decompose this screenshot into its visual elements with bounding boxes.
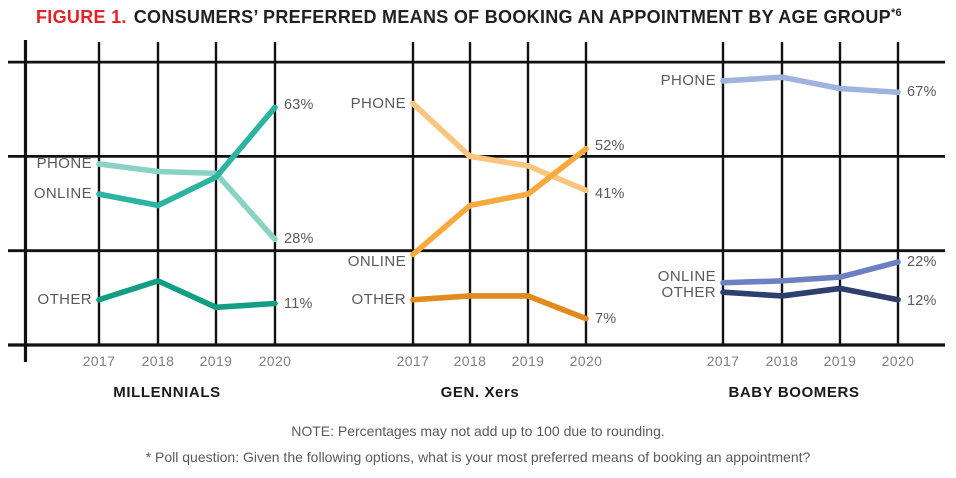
line-gen-xers-phone: [410, 100, 589, 194]
line-baby-boomers-phone: [720, 74, 901, 96]
figure-number-label: FIGURE 1.: [36, 7, 127, 27]
line-millennials-online: [96, 104, 278, 209]
line-baby-boomers-online: [720, 259, 901, 286]
line-gen-xers-other: [410, 293, 589, 322]
figure-title: FIGURE 1. CONSUMERS’ PREFERRED MEANS OF B…: [36, 7, 902, 28]
panel-title-babyboomers: BABY BOOMERS: [728, 384, 860, 401]
line-gen-xers-online: [410, 146, 589, 258]
rounding-note: NOTE: Percentages may not add up to 100 …: [291, 423, 665, 439]
line-millennials-other: [96, 278, 278, 311]
figure-title-superscript: *6: [890, 7, 902, 19]
panel-title-genxers: GEN. Xers: [440, 384, 520, 401]
poll-question-note: * Poll question: Given the following opt…: [145, 449, 811, 465]
panel-title-millennials: MILLENNIALS: [113, 384, 221, 401]
line-baby-boomers-other: [720, 285, 901, 303]
line-millennials-phone: [96, 161, 278, 243]
figure-title-text: CONSUMERS’ PREFERRED MEANS OF BOOKING AN…: [133, 7, 891, 27]
